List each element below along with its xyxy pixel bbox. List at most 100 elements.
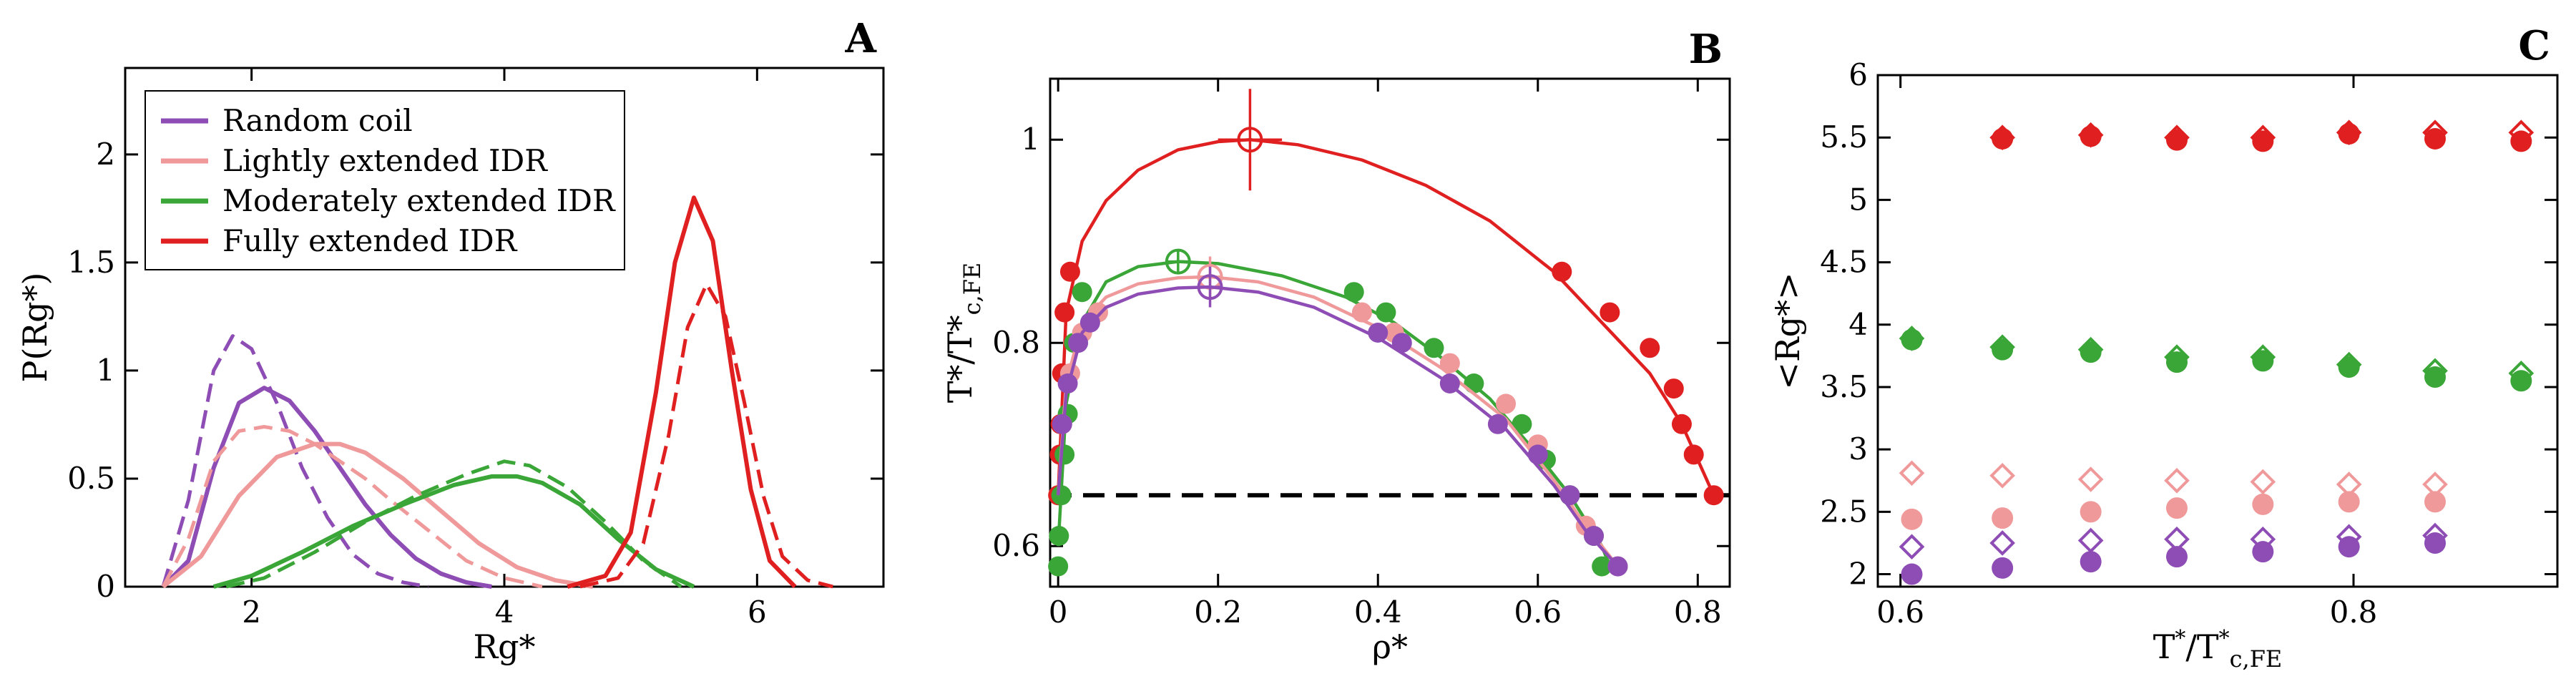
x-tick-label: 4 xyxy=(495,595,514,630)
x-axis-label: T*/T*c,FE xyxy=(2153,626,2283,673)
y-tick-label: 2 xyxy=(96,137,115,172)
rg-point xyxy=(2252,130,2274,152)
rg-point xyxy=(2338,356,2360,378)
rg-point xyxy=(2080,501,2102,523)
binodal-curve-1 xyxy=(1056,260,1612,567)
coexistence-point xyxy=(1068,333,1089,353)
rg-point-open xyxy=(2164,124,2190,151)
rg-point-open xyxy=(2422,522,2448,549)
plot-frame xyxy=(1876,74,2559,588)
panel-letter: A xyxy=(845,15,878,62)
y-tick-label: 0 xyxy=(96,569,115,604)
rg-point-open xyxy=(2077,527,2104,554)
critical-point xyxy=(1237,127,1263,153)
density-curve-1 xyxy=(161,334,429,589)
coexistence-point xyxy=(1464,373,1484,394)
coexistence-point xyxy=(1584,526,1604,546)
critical-point xyxy=(1197,274,1223,300)
panel-a: 2 4 6 0 0.5 1 1.5 2 A Rg* P(Rg*) Random coil Lightly… xyxy=(16,15,885,666)
rg-point xyxy=(2338,491,2360,513)
x-tick-label: 0.4 xyxy=(1354,595,1402,630)
rg-point xyxy=(2080,341,2102,363)
coexistence-point xyxy=(1607,556,1628,577)
panel-letter: C xyxy=(2518,22,2550,69)
rg-point-open xyxy=(1899,460,1925,487)
coexistence-point xyxy=(1439,373,1460,394)
plot-frame xyxy=(1049,77,1731,588)
coexistence-point xyxy=(1671,414,1692,434)
binodal-curve-0 xyxy=(1056,137,1715,497)
density-curve-7 xyxy=(579,282,833,589)
rg-point xyxy=(2424,127,2446,150)
y-tick-label: 3.5 xyxy=(1820,369,1868,404)
y-tick-label: 1 xyxy=(1021,122,1040,157)
rg-point xyxy=(1992,557,2014,579)
rg-point-open xyxy=(2250,469,2276,495)
coexistence-point xyxy=(1663,378,1684,399)
rg-point xyxy=(1992,507,2014,529)
rg-point xyxy=(2424,532,2446,554)
rg-point-open xyxy=(2077,336,2104,363)
rg-point xyxy=(2080,551,2102,573)
coexistence-point xyxy=(1049,526,1069,546)
rg-point-open xyxy=(2422,471,2448,497)
x-tick-label: 0.6 xyxy=(1876,595,1924,630)
rg-point-open xyxy=(2336,471,2362,497)
rg-point xyxy=(2510,370,2532,392)
rg-point xyxy=(2424,491,2446,513)
legend-box xyxy=(145,90,625,270)
legend-label: Moderately extended IDR xyxy=(222,183,616,218)
coexistence-point xyxy=(1559,485,1580,506)
rg-point-open xyxy=(2077,466,2104,492)
coexistence-point xyxy=(1054,444,1075,465)
y-tick-label: 5.5 xyxy=(1820,119,1868,155)
y-tick-label: 0.8 xyxy=(992,325,1040,360)
coexistence-point xyxy=(1424,338,1444,358)
x-axis-label: ρ* xyxy=(1372,627,1408,666)
x-tick-label: 0.6 xyxy=(1514,595,1562,630)
y-tick-label: 6 xyxy=(1848,57,1868,92)
coexistence-point xyxy=(1683,444,1704,465)
density-curve-6 xyxy=(567,195,797,589)
density-curve-2 xyxy=(162,441,594,589)
rg-point-open xyxy=(2422,119,2448,146)
coexistence-point xyxy=(1487,414,1508,434)
y-tick-label: 0.6 xyxy=(992,528,1040,563)
rg-point xyxy=(2252,493,2274,515)
coexistence-point xyxy=(1351,302,1372,323)
rg-point-open xyxy=(2336,119,2362,146)
y-axis-label: P(Rg*) xyxy=(16,273,54,383)
rg-point-open xyxy=(1989,530,2015,556)
rg-point xyxy=(2252,350,2274,372)
coexistence-point xyxy=(1391,333,1412,353)
rg-point-open xyxy=(2164,526,2190,552)
y-tick-label: 5 xyxy=(1848,182,1868,217)
y-axis-label: T*/T*c,FE xyxy=(941,263,986,404)
y-tick-label: 4 xyxy=(1848,307,1868,342)
x-axis-label: Rg* xyxy=(473,627,535,666)
x-tick-label: 0.8 xyxy=(1674,595,1722,630)
rg-point xyxy=(1992,338,2014,361)
legend-label: Lightly extended IDR xyxy=(222,143,548,178)
rg-point xyxy=(2424,366,2446,388)
coexistence-point xyxy=(1512,414,1532,434)
density-curve-5 xyxy=(225,459,682,589)
binodal-curve-3 xyxy=(1056,285,1620,568)
coexistence-point xyxy=(1527,444,1548,465)
panel-b: 0 0.2 0.4 0.6 0.8 0.6 0.8 1 Bρ* T*/T*c,FE xyxy=(941,26,1731,666)
y-tick-label: 4.5 xyxy=(1820,245,1868,280)
rg-point-open xyxy=(1899,326,1925,351)
rg-point-open xyxy=(2250,526,2276,552)
density-curve-3 xyxy=(161,425,543,589)
rg-point-open xyxy=(1989,124,2015,151)
density-curve-4 xyxy=(212,474,695,589)
rg-point-open xyxy=(2422,358,2448,384)
coexistence-point xyxy=(1343,282,1364,303)
y-axis-label: <Rg*> xyxy=(1768,272,1807,389)
rg-point xyxy=(2166,497,2188,519)
legend-label: Fully extended IDR xyxy=(222,223,518,258)
x-tick-label: 2 xyxy=(242,595,261,630)
coexistence-point xyxy=(1376,302,1396,323)
x-tick-label: 0.8 xyxy=(2330,595,2378,630)
